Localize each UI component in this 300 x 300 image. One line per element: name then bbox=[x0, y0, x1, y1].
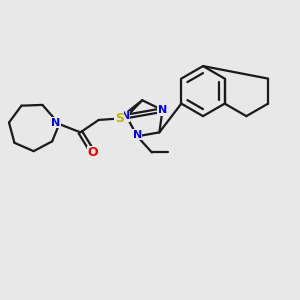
Text: N: N bbox=[51, 118, 60, 128]
Text: O: O bbox=[88, 146, 98, 159]
Text: N: N bbox=[133, 130, 142, 140]
Text: N: N bbox=[121, 111, 130, 122]
Text: N: N bbox=[158, 105, 167, 115]
Text: S: S bbox=[115, 112, 124, 125]
